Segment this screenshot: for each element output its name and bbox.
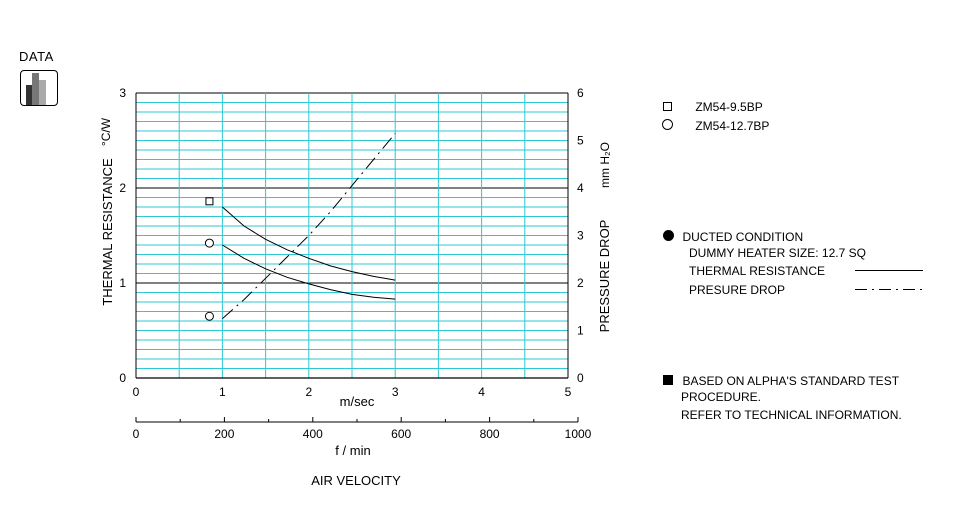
square-marker [205, 197, 214, 206]
x-tick-label: 4 [478, 385, 485, 399]
ducted-condition-title: DUCTED CONDITION [682, 230, 804, 244]
icon-bar [26, 85, 32, 105]
circle-marker [204, 311, 214, 321]
bar-chart-icon-graphic [26, 73, 46, 105]
circle-marker-icon [662, 119, 673, 130]
y2-tick-label: 6 [577, 86, 584, 100]
thermal-resistance-line [222, 244, 396, 300]
x2-tick-label: 600 [391, 427, 411, 441]
square-marker-icon [663, 102, 672, 111]
x2-tick-label: 400 [303, 427, 323, 441]
x2-axis-label: f / min [335, 443, 370, 458]
chart-grid [135, 92, 569, 379]
pressure-drop-line [222, 133, 396, 319]
x2-tick-label: 1000 [565, 427, 592, 441]
y2-axis-unit: mm H₂O [598, 142, 612, 188]
line-style-key [855, 270, 923, 290]
x-tick-label: 3 [392, 385, 399, 399]
x-tick-label: 2 [305, 385, 312, 399]
standard-test-line-2: PROCEDURE. [681, 390, 762, 404]
y2-tick-label: 1 [577, 324, 584, 338]
legend-pressure-drop-label: PRESURE DROP [689, 283, 786, 297]
x2-tick-label: 800 [480, 427, 500, 441]
filled-square-bullet-icon [663, 375, 673, 385]
legend-item-9-5bp: ZM54-9.5BP [663, 100, 763, 114]
chart-series [204, 133, 396, 321]
y2-tick-label: 0 [577, 371, 584, 385]
dummy-heater-size: DUMMY HEATER SIZE: 12.7 SQ [689, 246, 866, 260]
legend-label: ZM54-12.7BP [695, 119, 770, 133]
bar-chart-icon [20, 70, 58, 106]
y2-tick-label: 4 [577, 181, 584, 195]
y-axis-unit: °C/W [99, 117, 113, 146]
x-tick-label: 1 [219, 385, 226, 399]
x2-tick-label: 200 [214, 427, 234, 441]
thermal-resistance-line [222, 206, 396, 281]
x-axis-label: m/sec [340, 394, 375, 409]
standard-test-line-1: BASED ON ALPHA'S STANDARD TEST [682, 374, 900, 388]
y2-tick-label: 2 [577, 276, 584, 290]
ducted-condition-note: DUCTED CONDITION [663, 228, 803, 246]
y2-tick-label: 5 [577, 134, 584, 148]
x-tick-label: 0 [133, 385, 140, 399]
legend-item-12-7bp: ZM54-12.7BP [662, 119, 769, 133]
y-axis-label: THERMAL RESISTANCE [100, 158, 115, 306]
filled-circle-bullet-icon [663, 230, 674, 241]
x-tick-label: 5 [565, 385, 572, 399]
y-tick-label: 2 [119, 181, 126, 195]
x2-tick-label: 0 [133, 427, 140, 441]
y-tick-label: 3 [119, 86, 126, 100]
standard-test-line-3: REFER TO TECHNICAL INFORMATION. [681, 408, 902, 422]
y2-axis-label: PRESSURE DROP [597, 220, 612, 333]
y-tick-label: 1 [119, 276, 126, 290]
y-tick-label: 0 [119, 371, 126, 385]
legend-thermal-resistance-label: THERMAL RESISTANCE [689, 264, 826, 278]
circle-marker [204, 238, 214, 248]
data-badge-label: DATA [19, 49, 54, 64]
legend-label: ZM54-9.5BP [695, 100, 763, 114]
standard-test-note: BASED ON ALPHA'S STANDARD TEST [663, 372, 899, 390]
icon-bar [32, 73, 39, 105]
y2-tick-label: 3 [577, 229, 584, 243]
air-velocity-label: AIR VELOCITY [311, 473, 401, 488]
icon-bar [39, 80, 46, 105]
